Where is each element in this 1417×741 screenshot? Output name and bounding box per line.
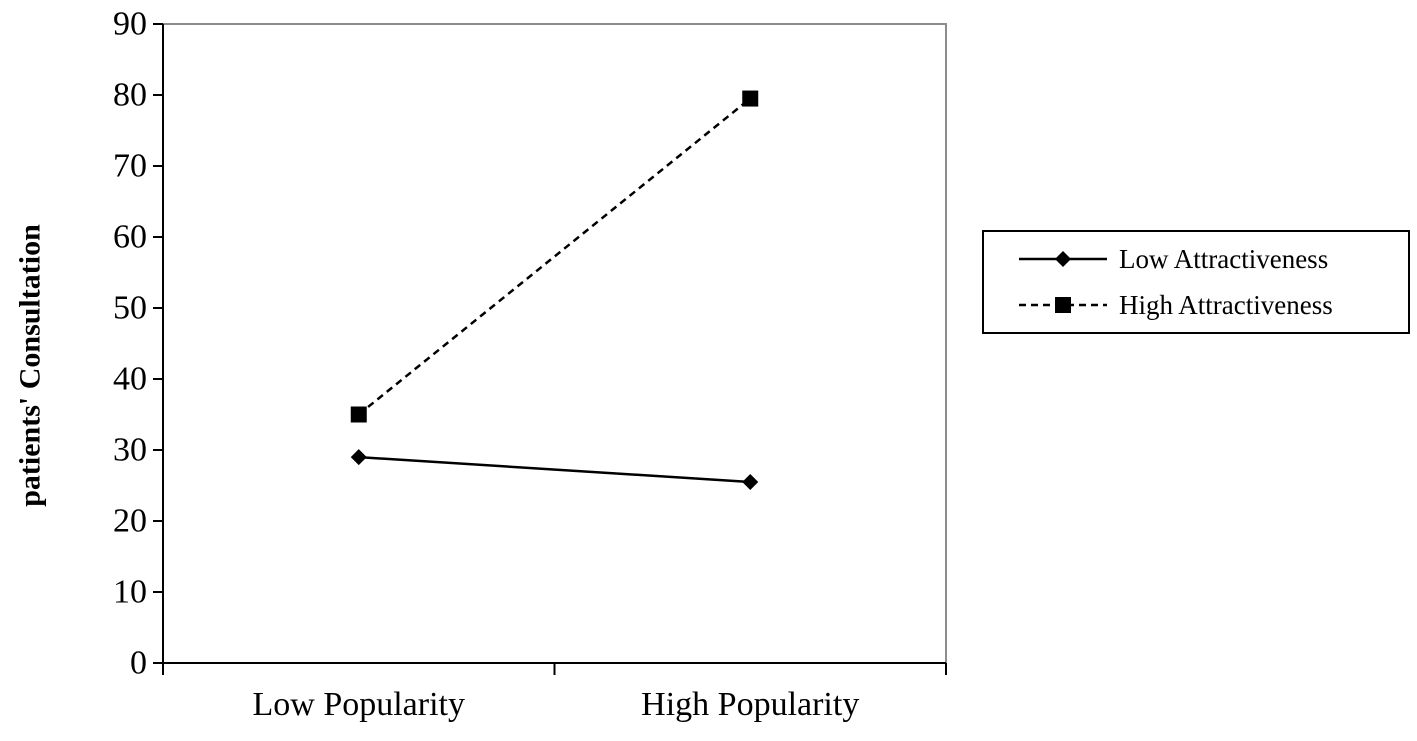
y-axis-title: patients' Consultation: [14, 224, 47, 507]
legend: Low Attractiveness High Attractiveness: [982, 230, 1410, 334]
y-tick-label: 40: [113, 361, 147, 398]
series-low-attractiveness: [350, 449, 759, 490]
x-tick-label: Low Popularity: [253, 686, 465, 723]
y-tick-label: 70: [113, 148, 147, 185]
y-tick-label: 10: [113, 574, 147, 611]
legend-box: [982, 230, 1410, 334]
y-tick-label: 80: [113, 77, 147, 114]
y-tick-label: 20: [113, 503, 147, 540]
legend-swatch-marker: [1055, 297, 1071, 313]
y-tick-label: 60: [113, 219, 147, 256]
legend-label: Low Attractiveness: [1119, 244, 1328, 274]
y-tick-label: 90: [113, 6, 147, 43]
data-point-low-attractiveness: [350, 449, 367, 466]
plot-border: [162, 23, 947, 664]
y-tick-label: 30: [113, 432, 147, 469]
series-high-attractiveness: [350, 90, 759, 423]
x-axis: Low Popularity High Popularity: [162, 662, 947, 723]
x-tick-label: High Popularity: [641, 686, 859, 723]
legend-entry-low-attractiveness: Low Attractiveness: [1019, 244, 1328, 274]
y-axis: 0 10 20 30 40 50 60 70 80 90: [113, 6, 164, 682]
series-line-high-attractiveness: [357, 97, 752, 416]
plot-area: [162, 23, 947, 664]
series-layer: [350, 90, 759, 490]
series-line-low-attractiveness: [358, 455, 751, 484]
data-point-low-attractiveness: [742, 473, 759, 490]
y-tick-label: 0: [130, 645, 147, 682]
legend-entry-high-attractiveness: High Attractiveness: [1019, 290, 1333, 320]
legend-label: High Attractiveness: [1119, 290, 1333, 320]
legend-swatch-marker: [1055, 251, 1071, 267]
y-tick-label: 50: [113, 290, 147, 327]
data-point-high-attractiveness: [742, 90, 759, 107]
data-point-high-attractiveness: [350, 406, 367, 423]
